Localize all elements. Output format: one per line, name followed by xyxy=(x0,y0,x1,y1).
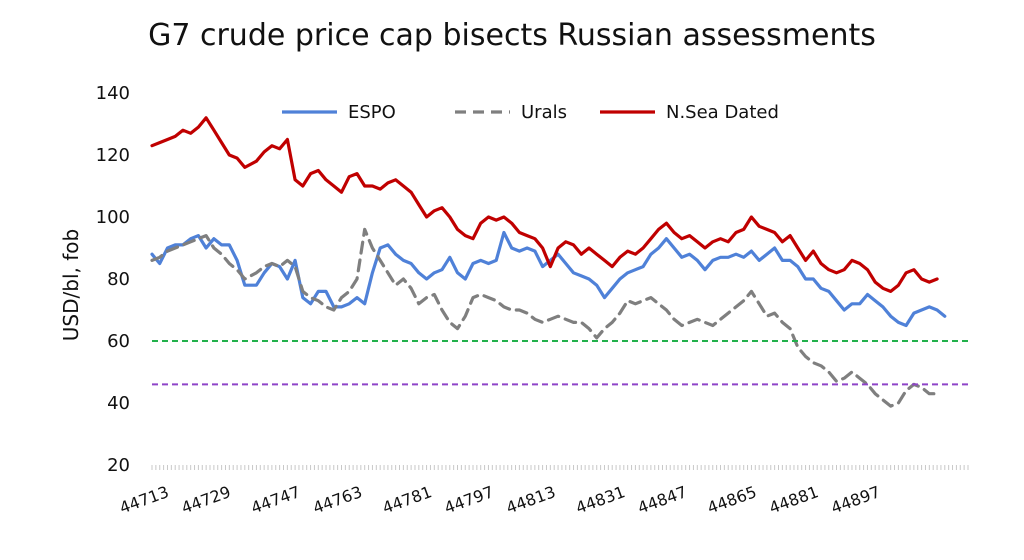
series-line-n-sea-dated xyxy=(150,116,939,293)
y-tick-label: 120 xyxy=(96,145,130,166)
series-line-espo xyxy=(150,230,947,328)
x-tick-label: 44763 xyxy=(310,482,364,517)
x-tick-label: 44713 xyxy=(117,482,171,517)
legend: ESPO Urals N.Sea Dated xyxy=(282,102,779,123)
series-line-urals xyxy=(150,227,939,408)
x-tick-label: 44881 xyxy=(767,482,821,517)
chart-title: G7 crude price cap bisects Russian asses… xyxy=(148,18,876,53)
y-tick-label: 140 xyxy=(96,83,130,104)
y-tick-label: 40 xyxy=(107,393,130,414)
series-layer xyxy=(150,116,968,408)
y-tick-label: 20 xyxy=(107,455,130,476)
x-axis-ticks: 44713 44729 44747 44763 44781 44797 44813 44831… xyxy=(117,465,969,517)
y-tick-label: 80 xyxy=(107,269,130,290)
legend-label: ESPO xyxy=(348,102,396,123)
y-axis-ticks: 20 40 60 80 100 120 140 xyxy=(96,83,130,476)
legend-label: N.Sea Dated xyxy=(666,102,779,123)
y-axis-label: USD/bl, fob xyxy=(59,229,83,341)
y-tick-label: 100 xyxy=(96,207,130,228)
legend-label: Urals xyxy=(521,102,567,123)
x-tick-label: 44831 xyxy=(573,482,627,517)
x-tick-label: 44847 xyxy=(635,482,689,517)
x-tick-label: 44747 xyxy=(248,482,302,517)
x-tick-label: 44897 xyxy=(829,482,883,517)
x-tick-label: 44813 xyxy=(504,482,558,517)
x-tick-label: 44781 xyxy=(380,482,434,517)
y-tick-label: 60 xyxy=(107,331,130,352)
x-tick-label: 44797 xyxy=(442,482,496,517)
x-tick-label: 44729 xyxy=(179,482,233,517)
x-tick-label: 44865 xyxy=(705,482,759,517)
